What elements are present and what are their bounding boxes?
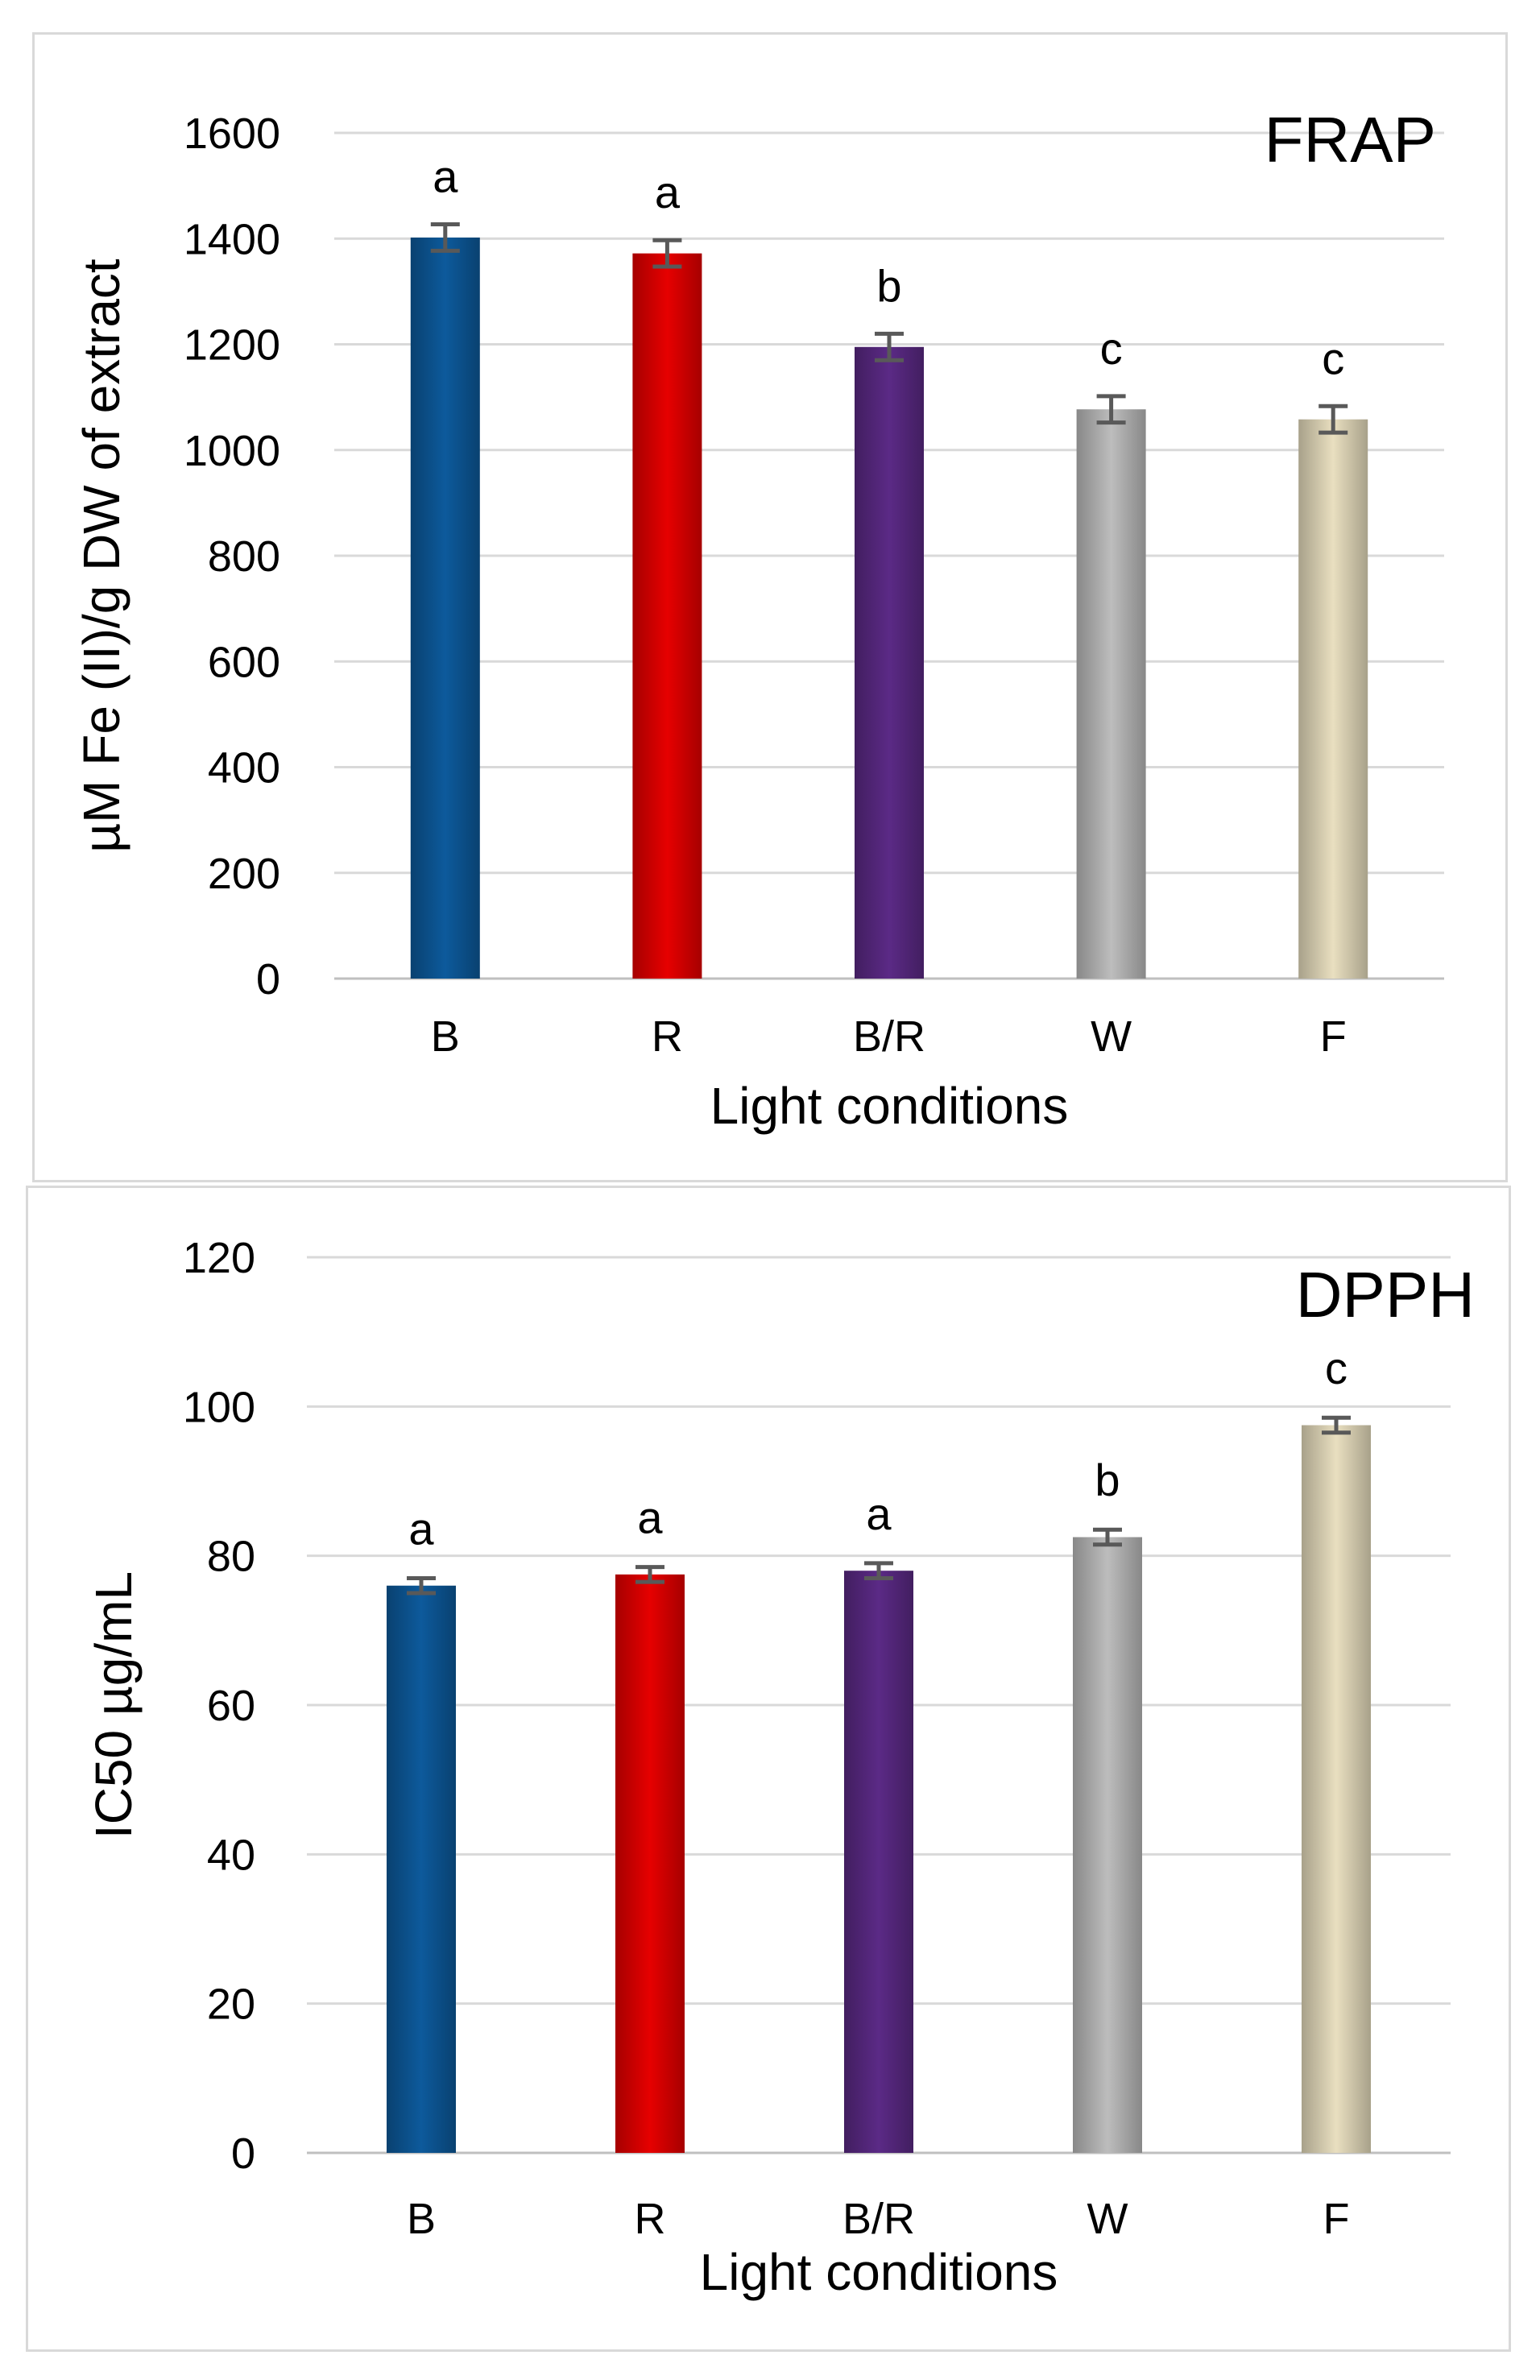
- dpph-x-category-label: W: [1087, 2195, 1128, 2243]
- frap-y-tick-label: 800: [208, 532, 280, 581]
- frap-y-tick-label: 200: [208, 850, 280, 898]
- frap-x-category-label: F: [1320, 1012, 1347, 1061]
- frap-bar-w: [1076, 409, 1146, 979]
- frap-y-tick-label: 1200: [184, 321, 280, 370]
- dpph-y-tick-label: 40: [207, 1831, 255, 1879]
- dpph-y-tick-label: 120: [183, 1234, 255, 1282]
- frap-chart: 0 200 400 600 800 1000 1200 1400 1600 a Ba Rb B/R c Wc…: [72, 104, 1444, 1135]
- dpph-y-axis-title: IC50 µg/mL: [85, 1571, 143, 1839]
- dpph-x-category-label: B: [407, 2195, 436, 2243]
- dpph-x-axis-title: Light conditions: [700, 2243, 1058, 2301]
- frap-significance-label: b: [876, 260, 901, 311]
- frap-x-category-label: B/R: [853, 1012, 925, 1061]
- dpph-x-category-label: F: [1323, 2195, 1350, 2243]
- frap-y-tick-label: 600: [208, 638, 280, 686]
- frap-significance-label: c: [1100, 323, 1123, 374]
- dpph-y-tick-label: 80: [207, 1533, 255, 1581]
- frap-x-axis-title: Light conditions: [710, 1077, 1069, 1135]
- dpph-bar-r: [615, 1574, 685, 2153]
- dpph-significance-label: a: [637, 1492, 663, 1543]
- frap-bar-f: [1298, 419, 1368, 979]
- frap-y-tick-label: 400: [208, 744, 280, 793]
- frap-bar-b: [410, 237, 480, 979]
- dpph-bar-b: [387, 1585, 456, 2153]
- dpph-bar-w: [1073, 1537, 1142, 2153]
- dpph-significance-label: b: [1095, 1455, 1120, 1505]
- frap-y-tick-label: 0: [256, 955, 280, 1004]
- dpph-y-tick-label: 60: [207, 1682, 255, 1730]
- frap-y-tick-label: 1600: [184, 110, 280, 158]
- dpph-y-tick-label: 0: [231, 2130, 255, 2178]
- dpph-x-category-label: R: [635, 2195, 666, 2243]
- frap-bar-r: [632, 253, 702, 979]
- dpph-x-category-label: B/R: [842, 2195, 915, 2243]
- dpph-bar-f: [1302, 1425, 1371, 2153]
- dpph-bar-b-r: [844, 1571, 913, 2153]
- frap-significance-label: a: [433, 151, 458, 202]
- frap-chart-title: FRAP: [1265, 104, 1436, 176]
- frap-y-tick-label: 1400: [184, 215, 280, 263]
- frap-y-tick-label: 1000: [184, 427, 280, 475]
- frap-y-axis-title: µM Fe (II)/g DW of extract: [72, 259, 130, 853]
- frap-bar-b-r: [855, 346, 924, 979]
- frap-significance-label: c: [1322, 333, 1344, 383]
- dpph-significance-label: a: [866, 1488, 892, 1539]
- frap-x-category-label: R: [652, 1012, 683, 1061]
- dpph-chart: 0 20 40 60 80 100 120 a Ba Ra B/R b Wc F Light conditi…: [85, 1234, 1475, 2301]
- dpph-significance-label: a: [408, 1503, 434, 1554]
- dpph-y-tick-label: 20: [207, 1981, 255, 2029]
- frap-significance-label: a: [655, 167, 681, 217]
- dpph-y-tick-label: 100: [183, 1383, 255, 1431]
- dpph-significance-label: c: [1325, 1343, 1348, 1393]
- frap-x-category-label: W: [1091, 1012, 1132, 1061]
- frap-x-category-label: B: [431, 1012, 460, 1061]
- dpph-chart-title: DPPH: [1296, 1259, 1475, 1331]
